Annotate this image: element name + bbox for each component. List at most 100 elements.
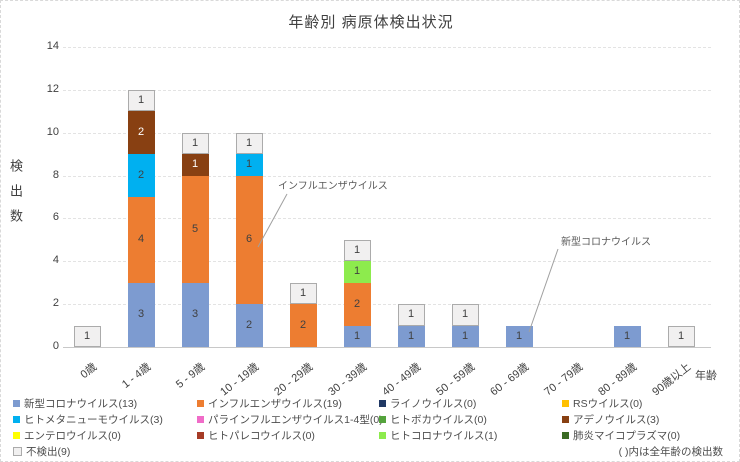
legend-label: パラインフルエンザウイルス1-4型(0) (208, 413, 383, 426)
segment-value-label: 1 (515, 329, 523, 342)
bar-segment: 1 (451, 325, 479, 347)
legend-swatch-icon (197, 415, 204, 423)
y-tick-label: 12 (46, 82, 59, 95)
segment-value-label: 1 (461, 329, 469, 342)
legend-item: ヒトメタニューモウイルス(3) (13, 412, 197, 427)
y-tick-label: 10 (46, 125, 59, 138)
legend-item: ライノウイルス(0) (379, 396, 562, 411)
segment-value-label: 1 (407, 329, 415, 342)
legend-item: アデノウイルス(3) (562, 412, 729, 427)
legend-swatch-icon (13, 446, 22, 456)
bar-segment: 1 (451, 304, 479, 326)
segment-value-label: 1 (353, 329, 361, 342)
bar-segment: 1 (667, 325, 695, 347)
bar-segment: 1 (613, 325, 641, 347)
segment-value-label: 6 (245, 233, 253, 246)
bar-segment: 2 (127, 111, 155, 155)
y-tick-label: 0 (52, 340, 59, 352)
segment-value-label: 2 (137, 169, 145, 182)
bar-segment: 5 (181, 175, 209, 283)
segment-value-label: 1 (191, 158, 199, 171)
chart-title: 年齢別 病原体検出状況 (288, 14, 454, 31)
legend-item: パラインフルエンザウイルス1-4型(0) (197, 412, 383, 427)
bar-segment: 2 (127, 154, 155, 197)
segment-value-label: 1 (407, 308, 415, 321)
legend-label: ライノウイルス(0) (390, 397, 477, 410)
plot-area: 1 3 4 2 2 1 3 5 1 1 2 6 1 1 2 1 1 2 1 1 1 1 1 1 1 1 1 (60, 47, 711, 348)
segment-value-label: 3 (191, 308, 199, 321)
legend-label: ヒトメタニューモウイルス(3) (24, 413, 163, 426)
legend-label: アデノウイルス(3) (573, 413, 660, 426)
legend-item: ヒトボカウイルス(0) (379, 412, 562, 427)
bar-segment: 4 (127, 197, 155, 283)
segment-value-label: 2 (245, 319, 253, 332)
legend-item: RSウイルス(0) (562, 396, 729, 411)
bar-segment: 1 (73, 325, 101, 347)
legend-label: インフルエンザウイルス(19) (208, 397, 342, 410)
bar-segment: 1 (181, 132, 209, 155)
legend-note: ( )内は全年齢の検出数 (618, 446, 723, 458)
bar-segment: 2 (235, 304, 263, 347)
y-tick-label: 8 (52, 168, 59, 181)
segment-value-label: 1 (191, 136, 199, 149)
bar-segment: 2 (289, 304, 317, 347)
y-tick-label: 2 (52, 297, 59, 310)
gridline-y8 (63, 175, 711, 177)
legend-item: 不検出(9) (13, 444, 197, 459)
segment-value-label: 1 (299, 286, 307, 299)
legend-item: 新型コロナウイルス(13) (13, 396, 197, 411)
gridline-y14 (63, 47, 711, 48)
gridline-y12 (63, 89, 711, 91)
bar-segment: 1 (181, 154, 209, 176)
gridline-y6 (63, 218, 711, 220)
bar-segment: 1 (343, 325, 371, 347)
y-tick-label: 14 (46, 40, 59, 52)
gridline-y10 (63, 132, 711, 134)
legend-item: インフルエンザウイルス(19) (197, 396, 379, 411)
bar-segment: 1 (397, 325, 425, 347)
legend-swatch-icon (379, 399, 386, 407)
segment-value-label: 5 (191, 222, 199, 235)
bar-segment: 1 (127, 89, 155, 112)
bar-segment: 1 (235, 154, 263, 176)
bar-segment: 1 (289, 282, 317, 305)
legend-label: ヒトコロナウイルス(1) (390, 429, 498, 442)
annotation-corona: 新型コロナウイルス (561, 237, 651, 248)
legend-label: RSウイルス(0) (573, 397, 643, 410)
legend-item: ヒトパレコウイルス(0) (197, 428, 379, 443)
bar-segment: 2 (343, 282, 371, 326)
bar-segment: 1 (397, 304, 425, 326)
legend-label: ヒトパレコウイルス(0) (208, 429, 315, 442)
bar-segment: 3 (181, 282, 209, 347)
bar-segment: 3 (127, 282, 155, 347)
bar-segment: 1 (505, 325, 533, 347)
annotation-influenza: インフルエンザウイルス (278, 181, 388, 192)
legend-item: 肺炎マイコプラズマ(0) (562, 428, 729, 443)
legend-swatch-icon (13, 415, 20, 423)
legend: 新型コロナウイルス(13) インフルエンザウイルス(19) ライノウイルス(0) RS… (13, 395, 729, 459)
legend-label: エンテロウイルス(0) (24, 429, 121, 442)
y-tick-label: 4 (52, 254, 59, 267)
segment-value-label: 3 (137, 308, 145, 321)
bar-segment: 1 (235, 132, 263, 155)
legend-label: 新型コロナウイルス(13) (24, 397, 138, 410)
legend-label: ヒトボカウイルス(0) (390, 413, 487, 426)
segment-value-label: 4 (137, 233, 145, 246)
segment-value-label: 1 (137, 94, 145, 107)
legend-swatch-icon (197, 399, 204, 407)
legend-item: エンテロウイルス(0) (13, 428, 197, 443)
segment-value-label: 1 (245, 158, 253, 171)
legend-label: 肺炎マイコプラズマ(0) (573, 429, 681, 442)
legend-swatch-icon (562, 431, 569, 439)
segment-value-label: 1 (83, 329, 91, 342)
legend-swatch-icon (379, 431, 386, 439)
legend-swatch-icon (13, 399, 20, 407)
segment-value-label: 1 (353, 265, 361, 278)
y-tick-label: 6 (52, 211, 59, 224)
segment-value-label: 1 (353, 244, 361, 257)
bar-segment: 1 (343, 239, 371, 262)
segment-value-label: 1 (461, 308, 469, 321)
segment-value-label: 2 (137, 126, 145, 139)
legend-swatch-icon (13, 431, 20, 439)
